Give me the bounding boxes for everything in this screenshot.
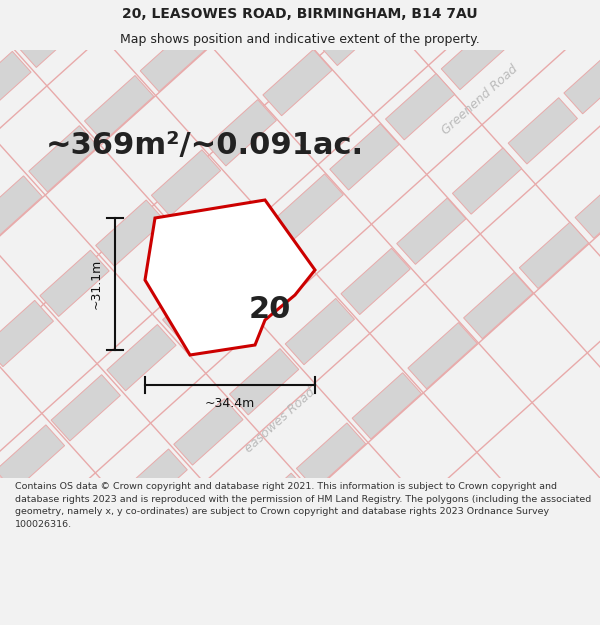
Polygon shape bbox=[441, 23, 511, 89]
Polygon shape bbox=[17, 1, 87, 68]
Polygon shape bbox=[520, 222, 589, 289]
Polygon shape bbox=[274, 174, 343, 240]
Polygon shape bbox=[218, 224, 287, 291]
Polygon shape bbox=[85, 76, 154, 142]
Polygon shape bbox=[241, 473, 310, 539]
Polygon shape bbox=[341, 248, 410, 314]
Polygon shape bbox=[319, 0, 388, 66]
Text: Contains OS data © Crown copyright and database right 2021. This information is : Contains OS data © Crown copyright and d… bbox=[15, 482, 591, 529]
Text: 20: 20 bbox=[249, 296, 291, 324]
Polygon shape bbox=[107, 324, 176, 391]
Polygon shape bbox=[508, 98, 577, 164]
Polygon shape bbox=[207, 99, 277, 166]
Text: ~34.4m: ~34.4m bbox=[205, 397, 255, 410]
Polygon shape bbox=[174, 399, 243, 465]
Polygon shape bbox=[352, 372, 421, 439]
Text: ~31.1m: ~31.1m bbox=[90, 259, 103, 309]
Polygon shape bbox=[285, 298, 355, 365]
Text: 20, LEASOWES ROAD, BIRMINGHAM, B14 7AU: 20, LEASOWES ROAD, BIRMINGHAM, B14 7AU bbox=[122, 7, 478, 21]
Text: Map shows position and indicative extent of the property.: Map shows position and indicative extent… bbox=[120, 32, 480, 46]
Polygon shape bbox=[386, 74, 455, 140]
Polygon shape bbox=[95, 200, 165, 266]
Polygon shape bbox=[575, 172, 600, 238]
Polygon shape bbox=[29, 126, 98, 192]
Text: ~369m²/~0.091ac.: ~369m²/~0.091ac. bbox=[46, 131, 364, 159]
Polygon shape bbox=[145, 200, 315, 355]
Polygon shape bbox=[464, 272, 533, 339]
Polygon shape bbox=[0, 425, 65, 491]
Polygon shape bbox=[118, 449, 187, 515]
Polygon shape bbox=[296, 423, 365, 489]
Text: Greenend Road: Greenend Road bbox=[439, 62, 521, 138]
Polygon shape bbox=[51, 374, 121, 441]
Polygon shape bbox=[397, 198, 466, 264]
Polygon shape bbox=[0, 176, 42, 242]
Polygon shape bbox=[0, 51, 31, 118]
Text: easowes Road: easowes Road bbox=[242, 385, 317, 455]
Polygon shape bbox=[163, 274, 232, 341]
Polygon shape bbox=[330, 124, 399, 190]
Polygon shape bbox=[408, 322, 477, 389]
Polygon shape bbox=[0, 475, 9, 541]
Polygon shape bbox=[564, 48, 600, 114]
Polygon shape bbox=[452, 148, 521, 214]
Polygon shape bbox=[0, 301, 53, 367]
Polygon shape bbox=[196, 0, 265, 41]
Polygon shape bbox=[140, 25, 209, 92]
Polygon shape bbox=[263, 49, 332, 116]
Polygon shape bbox=[40, 250, 109, 316]
Polygon shape bbox=[151, 150, 221, 216]
Polygon shape bbox=[229, 349, 299, 415]
